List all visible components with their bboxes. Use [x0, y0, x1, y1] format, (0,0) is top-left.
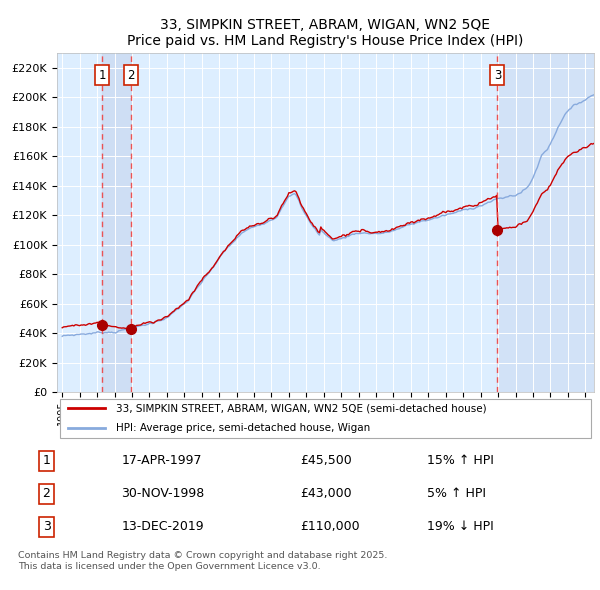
Text: 13-DEC-2019: 13-DEC-2019	[121, 520, 204, 533]
Title: 33, SIMPKIN STREET, ABRAM, WIGAN, WN2 5QE
Price paid vs. HM Land Registry's Hous: 33, SIMPKIN STREET, ABRAM, WIGAN, WN2 5Q…	[127, 18, 524, 48]
Text: 1: 1	[98, 68, 106, 82]
Text: 33, SIMPKIN STREET, ABRAM, WIGAN, WN2 5QE (semi-detached house): 33, SIMPKIN STREET, ABRAM, WIGAN, WN2 5Q…	[116, 403, 487, 413]
Text: 5% ↑ HPI: 5% ↑ HPI	[427, 487, 486, 500]
Text: £45,500: £45,500	[300, 454, 352, 467]
Text: 17-APR-1997: 17-APR-1997	[121, 454, 202, 467]
Text: HPI: Average price, semi-detached house, Wigan: HPI: Average price, semi-detached house,…	[116, 422, 370, 432]
Text: Contains HM Land Registry data © Crown copyright and database right 2025.
This d: Contains HM Land Registry data © Crown c…	[18, 551, 387, 571]
FancyBboxPatch shape	[59, 399, 592, 438]
Text: 19% ↓ HPI: 19% ↓ HPI	[427, 520, 493, 533]
Bar	[102, 53, 131, 392]
Text: 2: 2	[43, 487, 50, 500]
Text: 1: 1	[43, 454, 50, 467]
Text: 2: 2	[127, 68, 134, 82]
Text: £43,000: £43,000	[300, 487, 352, 500]
Text: £110,000: £110,000	[300, 520, 359, 533]
Text: 3: 3	[494, 68, 501, 82]
Text: 15% ↑ HPI: 15% ↑ HPI	[427, 454, 494, 467]
Bar	[497, 53, 594, 392]
Text: 30-NOV-1998: 30-NOV-1998	[121, 487, 205, 500]
Text: 3: 3	[43, 520, 50, 533]
